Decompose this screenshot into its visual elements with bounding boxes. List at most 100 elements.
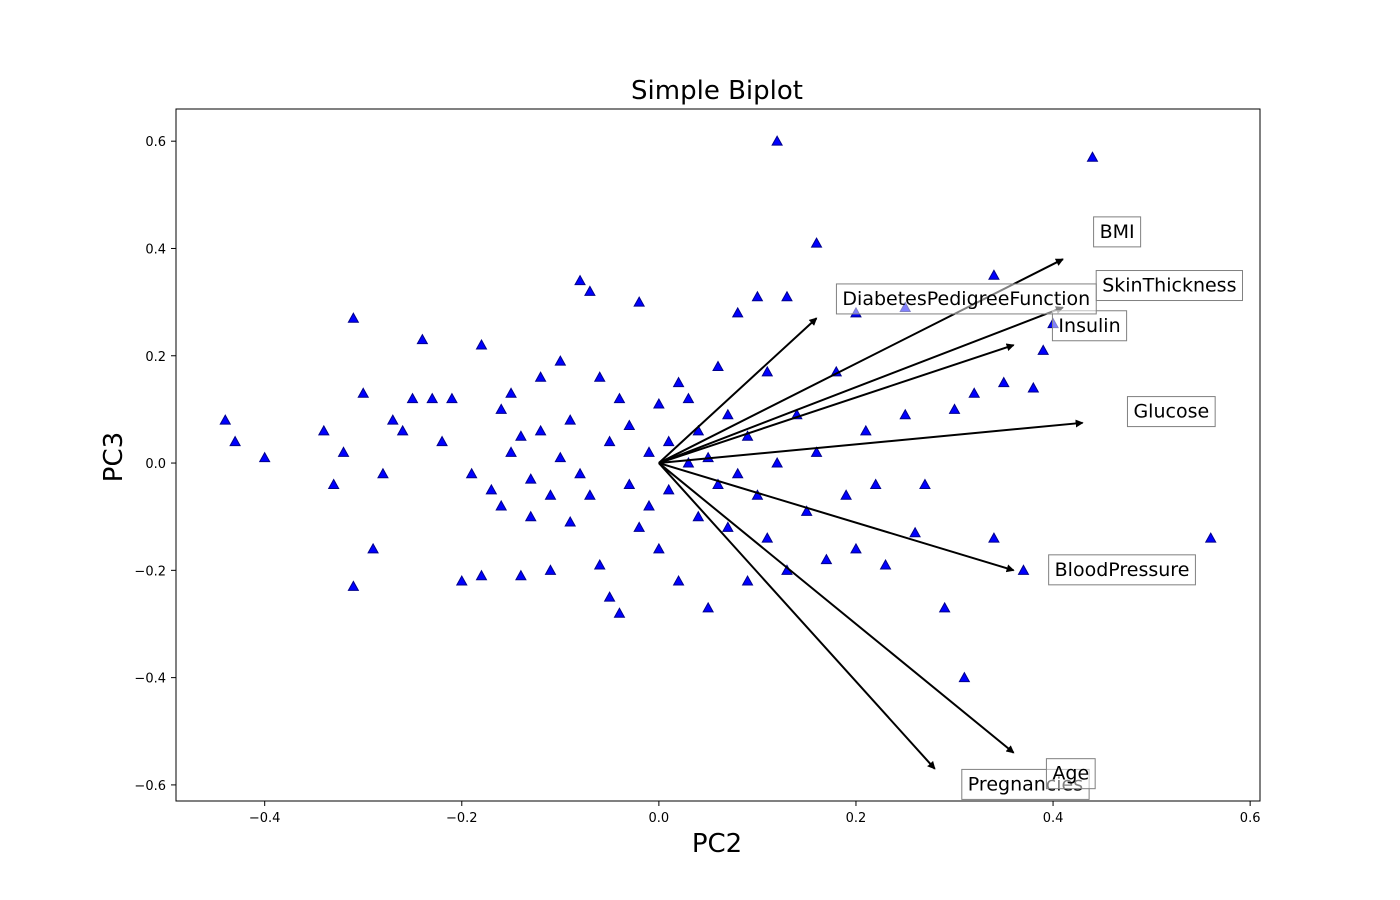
data-point <box>662 435 675 447</box>
data-point <box>258 451 271 463</box>
data-point <box>820 553 833 565</box>
data-point <box>603 435 616 447</box>
data-point <box>347 580 360 591</box>
loading-arrow <box>658 462 1015 754</box>
loading-label-box <box>1048 554 1196 586</box>
data-point <box>712 478 724 490</box>
data-point <box>357 387 370 398</box>
data-point <box>564 414 577 425</box>
data-point <box>731 306 744 318</box>
data-point <box>988 269 1000 280</box>
axes-layer: −0.4 −0.2 0.0 0.2 0.4 0.6 −0.6 −0.4 −0.2 0.0 0.2 0.… <box>134 108 1261 826</box>
data-point <box>455 575 468 586</box>
loading-label-box <box>1051 310 1128 342</box>
data-point <box>475 569 488 581</box>
y-tick-label: 0.0 <box>145 457 166 472</box>
data-point <box>436 435 448 447</box>
data-point <box>367 542 379 554</box>
data-point <box>800 505 813 516</box>
marks-layer <box>219 135 1217 683</box>
data-point <box>229 435 241 447</box>
data-point <box>524 510 537 522</box>
data-point <box>485 483 498 495</box>
data-point <box>869 478 882 490</box>
loading-arrow <box>658 462 936 770</box>
loading-arrow <box>658 462 1015 573</box>
labels-layer: PregnanciesGlucoseBloodPressureSkinThick… <box>835 216 1243 800</box>
data-point <box>859 424 872 436</box>
data-point <box>505 446 517 457</box>
data-point <box>623 419 636 430</box>
data-point <box>347 312 360 323</box>
data-point <box>524 473 537 484</box>
data-point <box>771 457 783 468</box>
data-point <box>406 392 419 404</box>
data-point <box>337 446 350 457</box>
data-point <box>988 532 1000 543</box>
data-point <box>741 430 754 441</box>
data-point <box>958 671 971 683</box>
data-point <box>643 499 655 511</box>
data-point <box>692 510 705 522</box>
data-point <box>554 355 567 366</box>
data-point <box>416 333 429 345</box>
data-point <box>544 564 557 575</box>
data-point <box>554 451 567 463</box>
chart-title: Simple Biplot <box>631 76 803 106</box>
x-axis-label: PC2 <box>692 829 742 859</box>
data-point <box>997 376 1010 388</box>
x-tick-label: −0.4 <box>249 811 281 826</box>
plot-frame <box>175 108 1261 802</box>
loading-label-text: Age <box>1052 763 1089 785</box>
data-point <box>1037 344 1050 355</box>
loading-label-text: Glucose <box>1133 401 1209 423</box>
data-point <box>771 135 783 146</box>
data-point <box>741 575 754 586</box>
data-point <box>662 483 675 495</box>
x-tick-label: 0.6 <box>1240 811 1261 826</box>
data-point <box>593 558 606 570</box>
data-point <box>751 290 764 302</box>
loadings-layer <box>658 258 1084 770</box>
x-tick-label: 0.2 <box>846 811 867 826</box>
data-point <box>1017 564 1030 575</box>
data-point <box>810 237 823 248</box>
data-point <box>712 360 724 371</box>
data-point <box>781 290 793 302</box>
loading-label-text: BMI <box>1100 221 1135 243</box>
y-tick-label: 0.4 <box>145 242 166 257</box>
data-point <box>722 408 734 420</box>
loading-label-text: Insulin <box>1058 315 1120 337</box>
loading-arrow <box>658 419 1084 465</box>
y-tick-label: −0.6 <box>134 779 166 794</box>
data-point <box>643 446 655 457</box>
loading-label-box <box>1093 216 1142 248</box>
data-point <box>386 414 399 425</box>
loading-label-text: BloodPressure <box>1055 559 1190 581</box>
data-point <box>593 371 606 382</box>
data-point <box>495 499 508 511</box>
data-point <box>505 387 517 398</box>
data-point <box>722 521 734 532</box>
data-point <box>475 339 488 350</box>
loading-arrow <box>658 343 1015 464</box>
data-point <box>603 591 616 602</box>
data-point <box>899 408 912 420</box>
data-point <box>1027 381 1040 393</box>
data-point <box>761 365 774 377</box>
data-point <box>534 424 547 436</box>
data-point <box>544 489 557 500</box>
data-point <box>515 430 527 441</box>
data-point <box>1204 532 1217 543</box>
loading-arrow <box>658 306 1064 464</box>
data-point <box>327 478 340 490</box>
x-tick-label: −0.2 <box>446 811 478 826</box>
data-point <box>584 285 596 296</box>
data-point <box>682 457 695 468</box>
data-point <box>672 376 685 388</box>
data-point <box>623 478 636 490</box>
data-point <box>495 403 508 414</box>
loading-label-box <box>1045 758 1096 790</box>
